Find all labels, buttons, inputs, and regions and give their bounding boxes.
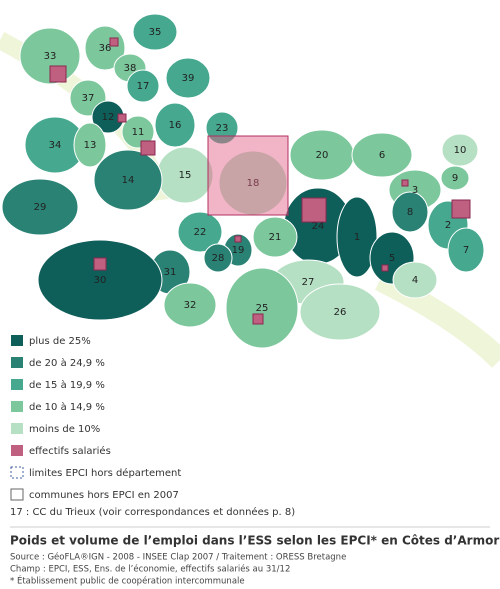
region-label: 22 [194, 227, 207, 238]
salaries-squares [49, 37, 471, 325]
legend-label: limites EPCI hors département [29, 467, 181, 479]
region-label: 16 [169, 120, 182, 131]
region-label: 1 [354, 232, 360, 243]
region-label: 14 [122, 175, 135, 186]
region-label: 15 [179, 170, 192, 181]
source: * Établissement public de coopération in… [10, 575, 245, 587]
region [299, 283, 381, 341]
region-label: 11 [132, 127, 145, 138]
title: Poids et volume de l’emploi dans l’ESS s… [10, 534, 499, 548]
region-label: 27 [302, 277, 315, 288]
region-label: 17 [137, 81, 150, 92]
region [93, 149, 163, 211]
region [225, 267, 299, 349]
region [163, 282, 217, 328]
region [37, 239, 163, 321]
note: 17 : CC du Trieux (voir correspondances … [10, 506, 295, 518]
legend-label: de 20 à 24,9 % [29, 357, 105, 369]
region [392, 261, 438, 299]
region-label: 3 [412, 185, 418, 196]
region [73, 122, 107, 168]
region-label: 36 [99, 43, 112, 54]
region-label: 34 [49, 140, 62, 151]
region [177, 211, 223, 253]
region-label: 19 [232, 245, 245, 256]
legend-label: effectifs salariés [29, 445, 111, 457]
region-label: 24 [312, 221, 325, 232]
source: Champ : EPCI, ESS, Ens. de l’économie, e… [10, 564, 290, 575]
region-label: 5 [389, 253, 395, 264]
region-label: 33 [44, 51, 57, 62]
region [1, 178, 79, 236]
region-label: 18 [247, 178, 260, 189]
region [154, 102, 196, 148]
region-label: 21 [269, 232, 282, 243]
region-label: 25 [256, 303, 269, 314]
legend-label: plus de 25% [29, 336, 91, 347]
region [84, 25, 126, 71]
legend-label: communes hors EPCI en 2007 [29, 490, 179, 501]
region [132, 13, 178, 51]
legend-label: moins de 10% [29, 424, 100, 435]
legend-label: de 10 à 14,9 % [29, 401, 105, 413]
region [440, 165, 470, 191]
region [126, 69, 160, 103]
region-label: 8 [407, 207, 413, 218]
region-label: 31 [164, 267, 177, 278]
region-label: 9 [452, 173, 458, 184]
salaries-square [207, 135, 289, 216]
source: Source : GéoFLA®IGN - 2008 - INSEE Clap … [10, 552, 346, 563]
region-label: 32 [184, 300, 197, 311]
region [441, 133, 479, 167]
region [447, 227, 485, 273]
region [351, 132, 413, 178]
region-label: 29 [34, 202, 47, 213]
region [252, 216, 298, 258]
region [391, 191, 429, 233]
region [336, 196, 378, 278]
region [203, 243, 233, 273]
region-label: 12 [102, 112, 115, 123]
region-label: 38 [124, 63, 137, 74]
region-label: 10 [454, 145, 467, 156]
region-label: 6 [379, 150, 385, 161]
region-label: 4 [412, 275, 418, 286]
region-label: 39 [182, 73, 195, 84]
region-label: 35 [149, 27, 162, 38]
region [121, 115, 155, 149]
region-label: 23 [216, 123, 229, 134]
legend [10, 335, 24, 501]
region-label: 30 [94, 275, 107, 286]
regions: 3336353839173712161123341320610151893142… [1, 13, 485, 349]
legend-label: de 15 à 19,9 % [29, 379, 105, 391]
region [165, 57, 211, 99]
region-label: 37 [82, 93, 95, 104]
region-label: 13 [84, 140, 97, 151]
region-label: 26 [334, 307, 347, 318]
region-label: 20 [316, 150, 329, 161]
region-label: 28 [212, 253, 225, 264]
region-label: 7 [463, 245, 469, 256]
region-label: 2 [445, 220, 451, 231]
